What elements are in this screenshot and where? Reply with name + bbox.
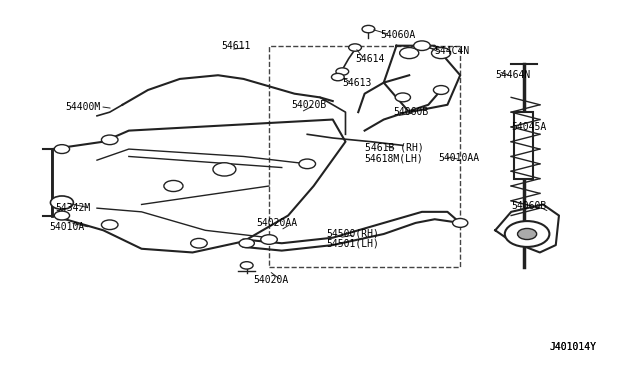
Text: 54400M: 54400M [65,102,100,112]
Text: J401014Y: J401014Y [549,341,596,352]
Circle shape [395,93,410,102]
Circle shape [332,73,344,81]
Text: 54613: 54613 [342,78,372,88]
Circle shape [239,239,254,248]
Text: 544C4N: 544C4N [435,46,470,56]
Circle shape [54,145,70,154]
Circle shape [54,211,70,220]
Circle shape [101,220,118,230]
Text: 54618M(LH): 54618M(LH) [365,153,423,163]
Circle shape [452,218,468,227]
Text: 5461B (RH): 5461B (RH) [365,142,423,152]
Text: 54045A: 54045A [511,122,547,132]
Circle shape [433,86,449,94]
Circle shape [413,41,430,51]
Circle shape [349,44,362,51]
Circle shape [299,159,316,169]
Circle shape [101,135,118,145]
Text: 54020A: 54020A [253,275,289,285]
Circle shape [505,221,549,247]
Circle shape [431,48,451,59]
Circle shape [260,235,277,244]
Text: J401014Y: J401014Y [549,341,596,352]
Text: 54020AA: 54020AA [256,218,298,228]
Circle shape [51,196,74,209]
Text: 54010A: 54010A [49,222,84,232]
Text: 54342M: 54342M [56,203,91,213]
Text: 54020B: 54020B [291,100,326,110]
Text: 54060B: 54060B [511,201,547,211]
Text: 54614: 54614 [355,54,385,64]
Circle shape [213,163,236,176]
Text: 54611: 54611 [221,41,251,51]
Text: 54010AA: 54010AA [438,153,479,163]
Text: 54060A: 54060A [381,30,416,40]
Text: 54501(LH): 54501(LH) [326,238,380,248]
Circle shape [362,25,375,33]
Circle shape [399,48,419,59]
FancyBboxPatch shape [515,112,534,179]
Circle shape [336,68,349,75]
Circle shape [241,262,253,269]
Text: 54464N: 54464N [495,70,531,80]
Text: 54500(RH): 54500(RH) [326,229,380,239]
Circle shape [518,228,537,240]
Circle shape [191,238,207,248]
Circle shape [164,180,183,192]
Text: 54060B: 54060B [394,107,429,117]
